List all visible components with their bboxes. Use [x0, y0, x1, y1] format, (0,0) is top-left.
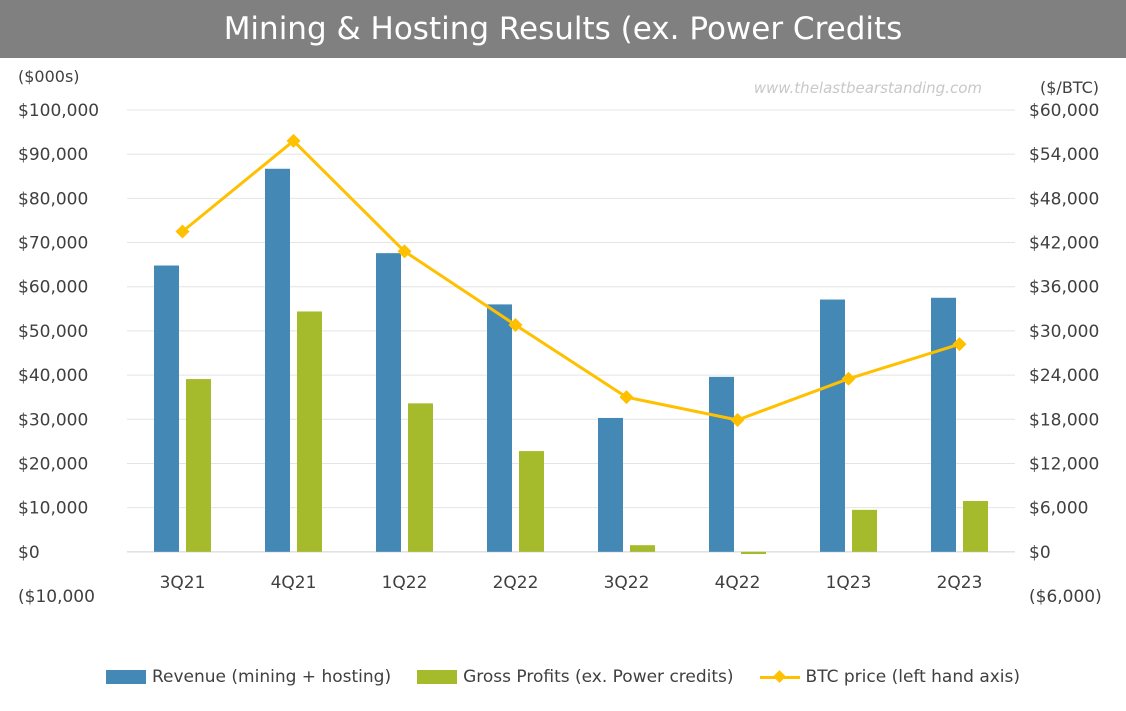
- x-tick-label: 3Q22: [604, 573, 650, 593]
- x-axis-ticks: 3Q21 4Q21 1Q22 2Q22 3Q22 4Q22 1Q23 2Q23: [160, 573, 983, 593]
- left-tick-label: $0: [18, 543, 40, 563]
- btc-price-line: [175, 133, 967, 428]
- legend-label-btc-price: BTC price (left hand axis): [805, 667, 1021, 687]
- legend: Revenue (mining + hosting) Gross Profits…: [0, 664, 1126, 690]
- left-tick-label: ($10,000: [18, 587, 95, 607]
- btc-price-marker: [841, 371, 856, 386]
- revenue-bar: [820, 299, 845, 552]
- gross-profit-bar: [963, 501, 988, 552]
- left-tick-label: $50,000: [18, 322, 88, 342]
- legend-swatch-btc-price: [759, 670, 800, 684]
- revenue-bar: [598, 417, 623, 552]
- legend-item-gross-profits: Gross Profits (ex. Power credits): [417, 667, 734, 687]
- gross-profit-bar: [741, 551, 766, 555]
- left-tick-label: $80,000: [18, 189, 88, 209]
- revenue-bar: [931, 297, 956, 552]
- gross-profit-bar: [408, 403, 433, 552]
- x-tick-label: 1Q23: [826, 573, 872, 593]
- chart-title-bar: Mining & Hosting Results (ex. Power Cred…: [0, 0, 1126, 58]
- legend-swatch-gross-profits: [417, 670, 458, 684]
- x-tick-label: 2Q22: [493, 573, 539, 593]
- btc-price-marker: [952, 337, 967, 352]
- watermark: www.thelastbearstanding.com: [754, 79, 982, 97]
- right-tick-label: $24,000: [1029, 366, 1099, 386]
- left-axis-ticks: $100,000 $90,000 $80,000 $70,000 $60,000 $50,…: [18, 101, 99, 607]
- revenue-bar: [487, 304, 512, 552]
- right-tick-label: ($6,000): [1029, 587, 1102, 607]
- btc-price-marker: [286, 133, 301, 148]
- left-tick-label: $90,000: [18, 145, 88, 165]
- right-tick-label: $42,000: [1029, 234, 1099, 254]
- left-tick-label: $40,000: [18, 366, 88, 386]
- legend-swatch-revenue: [105, 670, 146, 684]
- btc-price-marker: [175, 224, 190, 239]
- gross-profit-bar: [852, 509, 877, 552]
- right-tick-label: $60,000: [1029, 101, 1099, 121]
- x-tick-label: 1Q22: [382, 573, 428, 593]
- left-tick-label: $70,000: [18, 234, 88, 254]
- left-tick-label: $10,000: [18, 499, 88, 519]
- revenue-bar: [709, 376, 734, 552]
- legend-item-btc-price: BTC price (left hand axis): [759, 667, 1021, 687]
- revenue-bar: [265, 168, 290, 552]
- bars: [154, 168, 988, 555]
- x-tick-label: 3Q21: [160, 573, 206, 593]
- gross-profit-bar: [186, 379, 211, 552]
- right-tick-label: $18,000: [1029, 410, 1099, 430]
- left-axis-unit: ($000s): [18, 67, 80, 86]
- right-axis-unit: ($/BTC): [1040, 78, 1099, 97]
- btc-price-marker: [508, 318, 523, 333]
- gross-profit-bar: [630, 545, 655, 552]
- btc-price-marker: [619, 390, 634, 405]
- right-tick-label: $12,000: [1029, 454, 1099, 474]
- legend-label-revenue: Revenue (mining + hosting): [151, 667, 392, 687]
- right-axis-ticks: $60,000 $54,000 $48,000 $42,000 $36,000 $30,0…: [1029, 101, 1102, 607]
- left-tick-label: $30,000: [18, 410, 88, 430]
- legend-item-revenue: Revenue (mining + hosting): [105, 667, 392, 687]
- x-tick-label: 4Q22: [715, 573, 761, 593]
- revenue-bar: [376, 253, 401, 552]
- x-tick-label: 4Q21: [271, 573, 317, 593]
- x-tick-label: 2Q23: [937, 573, 983, 593]
- left-tick-label: $60,000: [18, 278, 88, 298]
- btc-price-polyline: [181, 139, 960, 422]
- legend-label-gross-profits: Gross Profits (ex. Power credits): [463, 667, 734, 687]
- left-tick-label: $20,000: [18, 454, 88, 474]
- right-tick-label: $54,000: [1029, 145, 1099, 165]
- gridlines: [127, 109, 1015, 553]
- gross-profit-bar: [519, 451, 544, 552]
- revenue-bar: [154, 265, 179, 552]
- gross-profit-bar: [297, 311, 322, 552]
- chart-plot: www.thelastbearstanding.com ($000s) ($/B…: [18, 67, 1102, 607]
- right-tick-label: $48,000: [1029, 189, 1099, 209]
- right-tick-label: $30,000: [1029, 322, 1099, 342]
- right-tick-label: $6,000: [1029, 499, 1088, 519]
- btc-price-marker: [730, 413, 745, 428]
- btc-price-marker: [397, 244, 412, 259]
- right-tick-label: $0: [1029, 543, 1051, 563]
- right-tick-label: $36,000: [1029, 278, 1099, 298]
- left-tick-label: $100,000: [18, 101, 99, 121]
- chart-title: Mining & Hosting Results (ex. Power Cred…: [223, 11, 903, 47]
